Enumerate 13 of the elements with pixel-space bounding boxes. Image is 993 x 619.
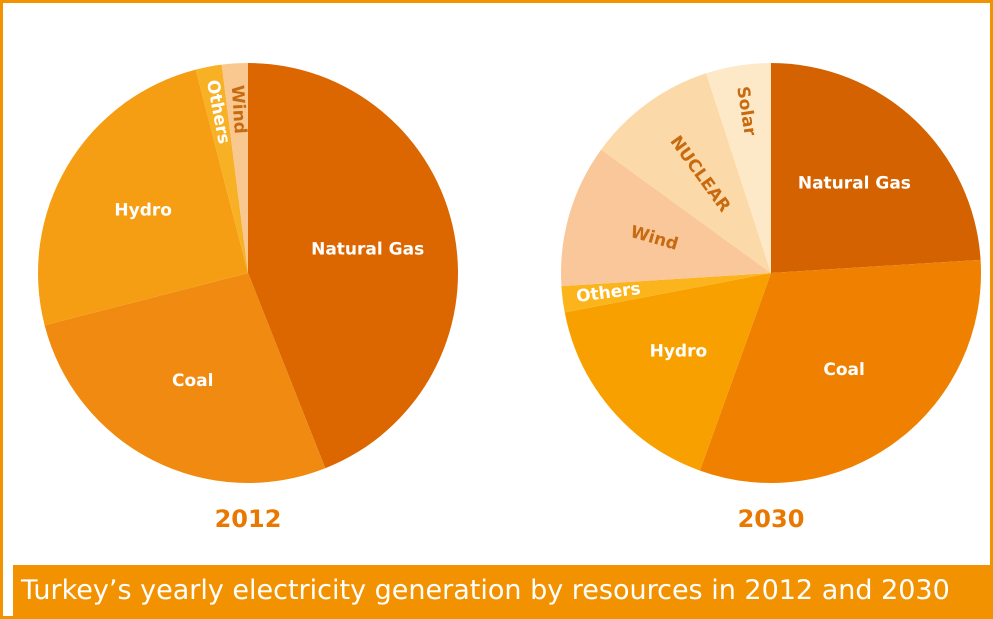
slice-label: Others [575, 278, 642, 307]
text: Turkey’s yearly electricity generation by resources in 2012 and 2030 [13, 565, 990, 616]
slice-label: Solar [732, 85, 760, 138]
slice-label: Wind [628, 222, 680, 255]
slice-label: Coal [823, 360, 865, 380]
text: 2030 [736, 505, 806, 533]
slice-label: Natural Gas [311, 240, 424, 260]
slice-label: Natural Gas [798, 174, 911, 194]
text: 2012 [214, 505, 282, 533]
slice-label: Coal [172, 370, 214, 391]
slice-label: Hydro [650, 342, 708, 362]
slice-label: Hydro [114, 200, 172, 220]
slice-label: Wind [226, 84, 250, 134]
